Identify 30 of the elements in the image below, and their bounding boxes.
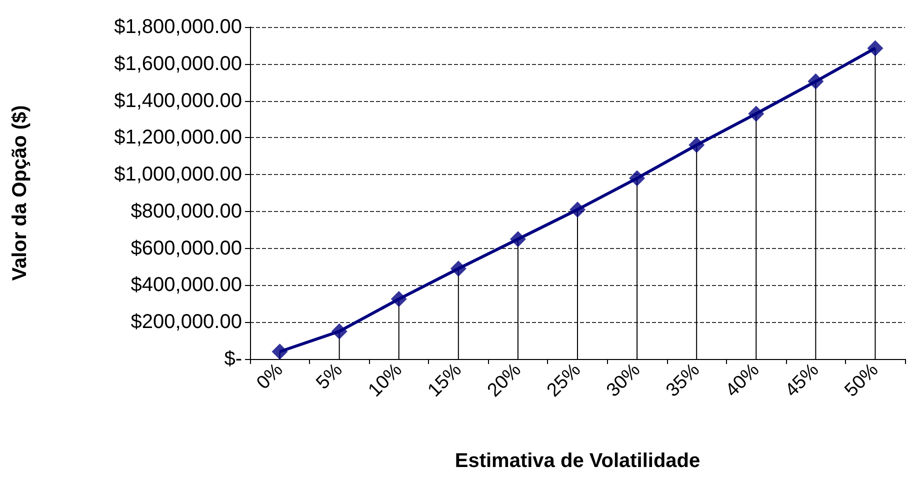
y-axis-title: Valor da Opção ($) bbox=[9, 105, 31, 281]
point bbox=[808, 73, 824, 90]
x-tick-label: 0% bbox=[252, 360, 288, 394]
point bbox=[331, 323, 348, 340]
y-tick-label: $1,000,000.00 bbox=[114, 164, 242, 186]
point bbox=[629, 170, 646, 186]
x-axis-title: Estimativa de Volatilidade bbox=[454, 450, 700, 472]
y-tick-label: $200,000.00 bbox=[130, 311, 242, 334]
x-tick-label: 35% bbox=[662, 359, 704, 402]
y-tick-label: $- bbox=[224, 348, 242, 370]
point bbox=[390, 291, 407, 308]
y-tick-label: $1,800,000.00 bbox=[114, 16, 242, 38]
x-tick-label: 5% bbox=[312, 360, 347, 394]
point bbox=[867, 40, 884, 56]
y-tick-label: $1,600,000.00 bbox=[114, 52, 242, 75]
x-tick-label: 45% bbox=[781, 359, 824, 402]
y-tick-label: $600,000.00 bbox=[130, 237, 242, 260]
point bbox=[450, 260, 466, 277]
point bbox=[748, 106, 764, 122]
point bbox=[688, 137, 705, 154]
x-tick-label: 50% bbox=[840, 359, 883, 402]
point bbox=[570, 202, 586, 218]
x-tick-label: 30% bbox=[602, 359, 645, 402]
y-tick-label: $800,000.00 bbox=[130, 200, 242, 222]
point bbox=[510, 231, 526, 248]
y-tick-label: $1,200,000.00 bbox=[114, 126, 242, 149]
y-tick-label: $400,000.00 bbox=[130, 274, 242, 296]
y-tick-label: $1,400,000.00 bbox=[114, 90, 242, 112]
x-tick-label: 40% bbox=[722, 359, 764, 402]
point bbox=[272, 344, 288, 360]
